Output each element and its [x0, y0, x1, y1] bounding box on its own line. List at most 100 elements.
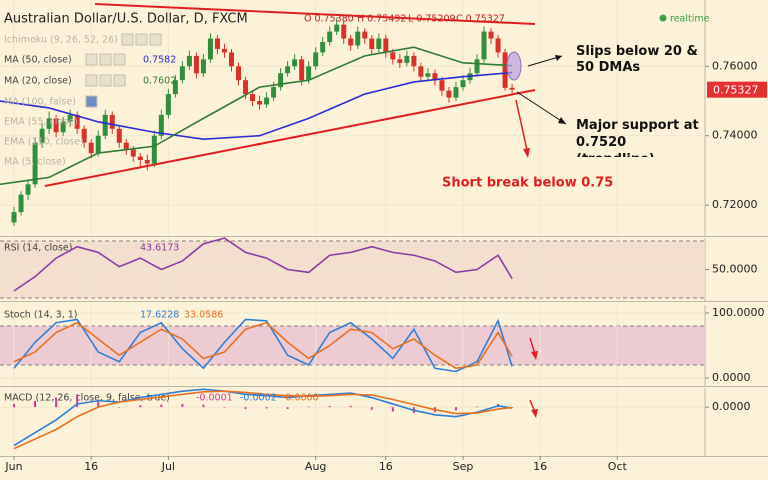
candle-body — [306, 66, 312, 81]
candle-body — [60, 121, 66, 133]
arrow — [515, 99, 528, 151]
series-line — [0, 71, 513, 140]
candle-body — [390, 52, 396, 60]
candle-body — [221, 48, 227, 53]
arrow — [529, 337, 536, 355]
arrowhead — [531, 409, 538, 418]
y-tick-label: 0.76000 — [712, 59, 758, 72]
arrowhead — [523, 148, 530, 158]
ohlc-open: O 0.75380 — [304, 14, 354, 25]
candle-body — [313, 52, 319, 67]
x-tick-label: 16 — [379, 460, 393, 473]
series-value-label: -0.0001 — [196, 393, 233, 404]
candle-body — [257, 101, 263, 105]
candle-body — [481, 31, 487, 60]
symbol-title: Australian Dollar/U.S. Dollar, D, FXCM — [4, 12, 248, 27]
candle-body — [179, 66, 185, 81]
series-line — [13, 321, 513, 370]
candle-body — [144, 160, 150, 164]
histogram-bar — [370, 407, 373, 410]
candle-body — [397, 59, 403, 63]
x-tick-label: Jul — [161, 460, 175, 473]
candle-body — [74, 114, 80, 129]
study-label: EMA (55, close) — [4, 117, 78, 128]
histogram-bar — [202, 404, 205, 408]
candle-body — [320, 42, 326, 53]
histogram-bar — [55, 397, 58, 408]
histogram-bar — [97, 400, 100, 408]
histogram-bar — [223, 407, 226, 408]
y-tick-label: 100.0000 — [712, 306, 765, 319]
candle-body — [383, 38, 389, 53]
candle-body — [327, 31, 333, 43]
histogram-bar — [391, 407, 394, 412]
x-tick-label: 16 — [533, 460, 547, 473]
candle-body — [32, 142, 38, 185]
x-tick-label: Sep — [453, 460, 474, 473]
histogram-bar — [139, 405, 142, 408]
candle-body — [376, 38, 382, 49]
arrowhead — [555, 55, 562, 61]
candle-body — [88, 142, 94, 154]
y-tick-label: 0.74000 — [712, 129, 758, 142]
candle-body — [509, 87, 515, 90]
candle-body — [207, 38, 213, 60]
annotation-box: Major support at 0.7520 (trendline) — [576, 118, 699, 157]
arrowhead — [558, 117, 566, 124]
candle-body — [411, 55, 417, 67]
candle-body — [25, 184, 31, 195]
status-dot — [659, 14, 667, 22]
candle-body — [488, 31, 494, 39]
annotations: Slips below 20 & 50 DMAs Major support a… — [442, 44, 699, 418]
series-line — [0, 46, 513, 186]
candle-body — [502, 52, 508, 88]
candle-body — [193, 55, 199, 74]
series-line — [13, 390, 513, 450]
series-value-label: -0.0002 — [240, 393, 277, 404]
histogram-bar — [160, 404, 163, 408]
histogram-bar — [307, 406, 310, 408]
arrow — [516, 91, 567, 125]
annotation-box: Slips below 20 & 50 DMAs — [576, 44, 698, 75]
candle-body — [453, 87, 459, 98]
candle-body — [116, 128, 122, 143]
histogram-bar — [328, 405, 331, 408]
annotation: Major support at 0.7520 (trendline) — [576, 118, 699, 157]
ohlc-high: H 0.75492 — [357, 14, 406, 25]
candle-body — [341, 24, 347, 39]
annotation: Short break below 0.75 — [442, 176, 613, 191]
candle-body — [158, 114, 164, 136]
candle-body — [236, 66, 242, 81]
candle-body — [278, 73, 284, 88]
candle-body — [172, 80, 178, 95]
panel: 50.0000 RSI (14, close) 43.6173 — [0, 237, 768, 302]
candle-body — [95, 135, 101, 154]
candle-body — [228, 52, 234, 67]
candle-body — [130, 149, 136, 157]
candle-body — [271, 87, 277, 98]
x-tick-label: Aug — [305, 460, 326, 473]
ohlc-close: C 0.75327 — [456, 14, 505, 25]
candle-body — [355, 31, 361, 46]
candle-body — [39, 128, 45, 143]
header: Australian Dollar/U.S. Dollar, D, FXCM O… — [4, 12, 710, 27]
candle-body — [67, 114, 73, 122]
histogram-bar — [34, 400, 37, 408]
y-tick-label: 0.72000 — [712, 198, 758, 211]
series-value-label: 17.6228 — [140, 310, 179, 321]
legend-ma50-value: 0.7582 — [143, 55, 176, 66]
candle-body — [53, 118, 59, 133]
histogram-bar — [454, 407, 457, 411]
x-tick-label: Jun — [4, 460, 22, 473]
candle-body — [11, 212, 17, 223]
candle-body — [200, 59, 206, 74]
candle-body — [151, 135, 157, 164]
candle-body — [186, 55, 192, 67]
last-price-label: 0.75327 — [713, 84, 759, 97]
histogram-bar — [181, 403, 184, 408]
arrowhead — [531, 351, 538, 360]
annotation: Slips below 20 & 50 DMAs — [576, 44, 698, 75]
histogram-bar — [13, 403, 16, 408]
support-line — [44, 89, 536, 187]
